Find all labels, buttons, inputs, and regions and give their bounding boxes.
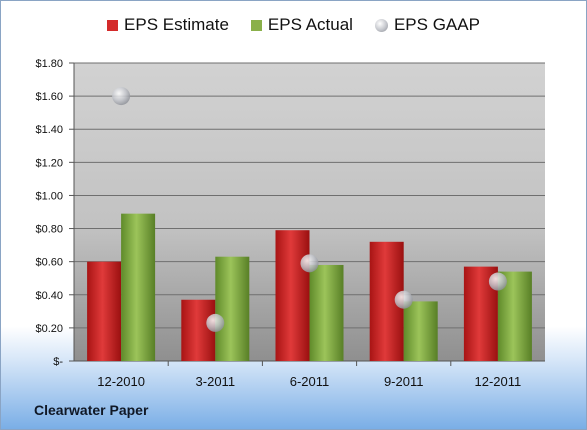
y-tick-label: $0.80 bbox=[35, 224, 63, 236]
bar-eps-actual bbox=[309, 264, 344, 361]
bar-eps-actual bbox=[215, 256, 250, 361]
bar-eps-actual bbox=[121, 213, 156, 361]
bar-eps-estimate bbox=[275, 230, 310, 361]
marker-eps-gaap bbox=[300, 254, 319, 273]
y-tick-label: $1.80 bbox=[35, 58, 63, 70]
bar-eps-estimate bbox=[87, 261, 122, 361]
y-tick-label: $1.20 bbox=[35, 157, 63, 169]
legend-label-actual: EPS Actual bbox=[267, 15, 353, 34]
x-tick-label: 3-2011 bbox=[196, 374, 236, 389]
axes: $- $0.20 $0.40 $0.60 $0.80 $1.00 $1.20 $1.40 $1.… bbox=[35, 58, 545, 389]
legend-item-actual: EPS Actual bbox=[250, 15, 353, 35]
legend-swatch-actual bbox=[250, 19, 262, 31]
legend-swatch-gaap bbox=[374, 18, 388, 32]
x-tick-label: 12-2011 bbox=[475, 374, 522, 389]
x-tick-label: 12-2010 bbox=[97, 374, 145, 389]
legend-label-estimate: EPS Estimate bbox=[124, 15, 229, 34]
legend-label-gaap: EPS GAAP bbox=[393, 15, 480, 34]
marker-eps-gaap bbox=[488, 272, 507, 291]
gaap-markers bbox=[112, 87, 507, 332]
marker-eps-gaap bbox=[206, 313, 225, 332]
bars bbox=[87, 213, 532, 361]
legend: EPS Estimate EPS Actual EPS GAAP bbox=[1, 15, 586, 35]
company-name: Clearwater Paper bbox=[34, 402, 149, 418]
y-tick-label: $1.40 bbox=[35, 124, 63, 136]
y-tick-label: $0.40 bbox=[35, 290, 63, 302]
marker-eps-gaap bbox=[394, 290, 413, 309]
y-tick-label: $0.60 bbox=[35, 257, 63, 269]
legend-item-estimate: EPS Estimate bbox=[107, 15, 229, 35]
bar-eps-estimate bbox=[181, 299, 216, 361]
marker-eps-gaap bbox=[112, 87, 131, 106]
x-tick-label: 6-2011 bbox=[290, 374, 330, 389]
y-tick-label: $1.00 bbox=[35, 190, 63, 202]
x-tick-label: 9-2011 bbox=[384, 374, 424, 389]
y-tick-label: $1.60 bbox=[35, 91, 63, 103]
legend-item-gaap: EPS GAAP bbox=[374, 15, 480, 35]
y-tick-label: $0.20 bbox=[35, 323, 63, 335]
bar-eps-actual bbox=[403, 301, 438, 361]
legend-swatch-estimate bbox=[107, 19, 119, 31]
y-tick-label: $- bbox=[53, 356, 63, 368]
